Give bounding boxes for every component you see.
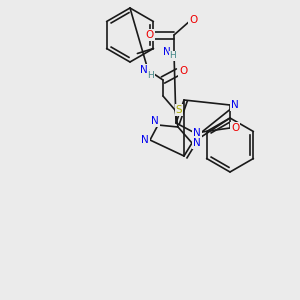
Text: S: S <box>176 105 182 115</box>
Text: N: N <box>151 116 159 126</box>
Text: N: N <box>193 128 201 138</box>
Text: O: O <box>146 30 154 40</box>
Text: H: H <box>148 70 154 80</box>
Text: N: N <box>231 100 239 110</box>
Text: O: O <box>231 123 239 133</box>
Text: N: N <box>140 65 148 75</box>
Text: N: N <box>141 135 149 145</box>
Text: O: O <box>179 66 187 76</box>
Text: H: H <box>169 52 176 61</box>
Text: N: N <box>163 47 171 57</box>
Text: O: O <box>189 15 197 25</box>
Text: N: N <box>193 138 201 148</box>
